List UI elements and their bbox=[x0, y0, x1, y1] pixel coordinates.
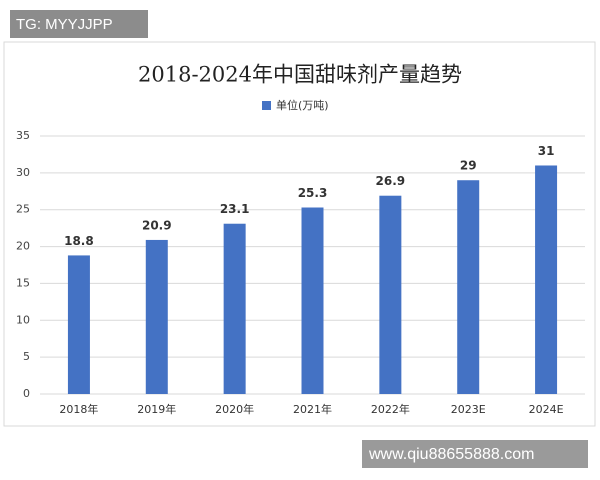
watermark-box bbox=[362, 440, 588, 468]
y-tick-label: 0 bbox=[23, 387, 30, 400]
legend-swatch bbox=[262, 101, 271, 110]
bar bbox=[301, 207, 324, 394]
bar bbox=[67, 255, 90, 394]
x-tick-label: 2022年 bbox=[371, 402, 410, 416]
y-tick-label: 10 bbox=[16, 313, 30, 326]
y-tick-label: 25 bbox=[16, 203, 30, 216]
data-label: 26.9 bbox=[376, 174, 406, 188]
y-tick-label: 15 bbox=[16, 276, 30, 289]
data-label: 18.8 bbox=[64, 234, 94, 248]
y-tick-label: 5 bbox=[23, 350, 30, 363]
bar bbox=[535, 165, 558, 394]
x-tick-label: 2020年 bbox=[215, 402, 254, 416]
data-label: 20.9 bbox=[142, 218, 172, 232]
watermark: www.qiu88655888.com bbox=[368, 446, 534, 463]
y-tick-label: 20 bbox=[16, 240, 30, 253]
data-label: 31 bbox=[538, 144, 555, 158]
legend-label: 单位(万吨) bbox=[276, 98, 329, 112]
data-label: 23.1 bbox=[220, 202, 250, 216]
bar bbox=[223, 223, 246, 394]
data-label: 25.3 bbox=[298, 186, 328, 200]
watermark-box bbox=[10, 10, 148, 38]
bar bbox=[379, 195, 402, 394]
data-label: 29 bbox=[460, 159, 477, 173]
x-tick-label: 2019年 bbox=[137, 402, 176, 416]
x-tick-label: 2018年 bbox=[59, 402, 98, 416]
x-tick-label: 2023E bbox=[451, 403, 486, 416]
bar bbox=[145, 239, 168, 394]
x-tick-label: 2021年 bbox=[293, 402, 332, 416]
y-tick-label: 35 bbox=[16, 129, 30, 142]
bar bbox=[457, 180, 480, 394]
y-tick-label: 30 bbox=[16, 166, 30, 179]
x-tick-label: 2024E bbox=[529, 403, 564, 416]
chart-title: 2018-2024年中国甜味剂产量趋势 bbox=[138, 63, 462, 87]
chart-frame bbox=[3, 41, 596, 427]
watermark: TG: MYYJJPP bbox=[16, 16, 113, 33]
